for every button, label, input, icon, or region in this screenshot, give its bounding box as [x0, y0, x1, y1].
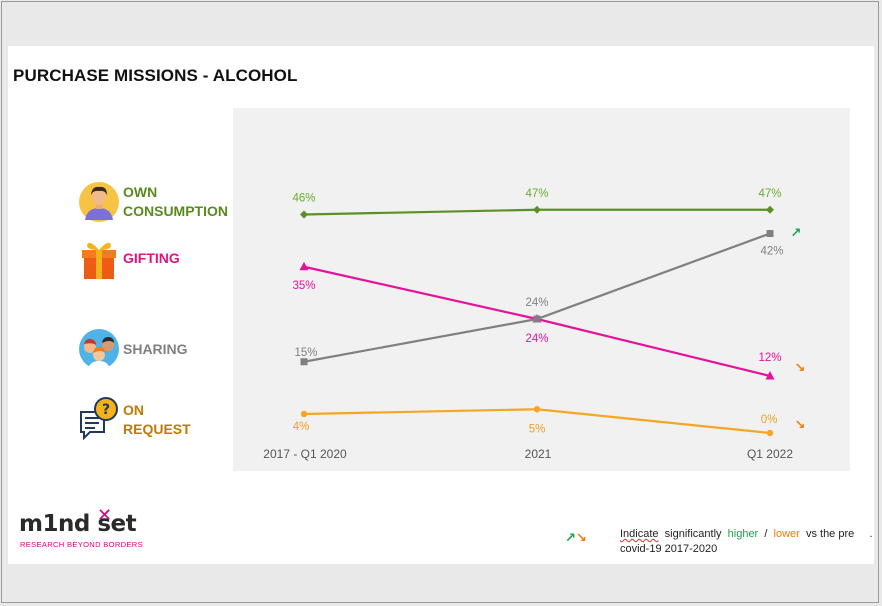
- question-bubble-icon: ?: [80, 397, 118, 441]
- data-point: [300, 210, 308, 219]
- data-label: 47%: [525, 188, 548, 200]
- category-label-line: GIFTING: [123, 249, 180, 266]
- logo-tagline: RESEARCH BEYOND BORDERS: [20, 540, 143, 549]
- svg-text:?: ?: [102, 402, 110, 418]
- category-gifting: GIFTING: [78, 234, 180, 282]
- x-tick-label: Q1 2022: [747, 447, 793, 461]
- data-point: [533, 315, 541, 323]
- data-label: 24%: [525, 297, 548, 309]
- category-label-line: ON: [123, 402, 144, 418]
- note-word: vs the pre: [805, 528, 855, 540]
- data-label: 5%: [529, 423, 546, 435]
- logo-wordmark: m1nd set: [19, 511, 137, 537]
- data-label: 42%: [760, 246, 783, 258]
- data-point: [766, 205, 774, 214]
- gift-icon: [82, 242, 116, 279]
- mindset-logo: m1nd set ✕ RESEARCH BEYOND BORDERS: [19, 505, 149, 553]
- note-higher: higher: [727, 528, 759, 540]
- x-tick-label: 2021: [525, 447, 552, 461]
- data-point: [533, 205, 541, 214]
- data-label: 35%: [292, 280, 315, 292]
- data-label: 4%: [293, 421, 310, 433]
- note-lower: lower: [773, 528, 800, 540]
- note-sep: /: [764, 528, 768, 540]
- data-point: [765, 371, 775, 380]
- category-label-line: CONSUMPTION: [123, 203, 228, 219]
- person-icon: [79, 182, 119, 222]
- note-dot: .: [869, 528, 873, 540]
- trend-arrows: ↗↘: [565, 530, 587, 546]
- data-label: 12%: [758, 352, 781, 364]
- x-tick-label: 2017 - Q1 2020: [263, 447, 347, 461]
- data-label: 46%: [292, 193, 315, 205]
- group-icon: [79, 329, 119, 369]
- category-on-request: ? ON REQUEST: [78, 396, 191, 444]
- data-point: [300, 410, 308, 418]
- category-label-line: REQUEST: [123, 421, 191, 437]
- data-label: 15%: [294, 347, 317, 359]
- trend-up-icon: ↗: [791, 226, 802, 241]
- category-label-line: SHARING: [123, 340, 188, 357]
- trend-down-icon: ↘: [795, 418, 806, 433]
- data-label: 47%: [758, 188, 781, 200]
- data-point: [533, 406, 541, 413]
- arrow-down-icon: ↘: [575, 530, 587, 545]
- arrow-up-icon: ↗: [565, 530, 576, 545]
- data-label: 0%: [761, 414, 778, 426]
- data-point: [766, 230, 774, 237]
- note-word: significantly: [664, 528, 722, 540]
- trend-down-icon: ↘: [795, 361, 806, 376]
- data-point: [300, 358, 308, 366]
- category-own-consumption: OWN CONSUMPTION: [78, 178, 228, 226]
- data-label: 24%: [525, 333, 548, 345]
- page-title: PURCHASE MISSIONS - ALCOHOL: [13, 66, 298, 85]
- category-label-line: OWN: [123, 184, 158, 200]
- data-point: [299, 261, 309, 271]
- logo-bird-icon: ✕: [97, 505, 113, 525]
- data-point: [766, 429, 774, 437]
- note-line2: covid-19 2017-2020: [620, 543, 718, 555]
- note-word: Indicate: [620, 528, 659, 540]
- category-sharing: SHARING: [78, 325, 188, 373]
